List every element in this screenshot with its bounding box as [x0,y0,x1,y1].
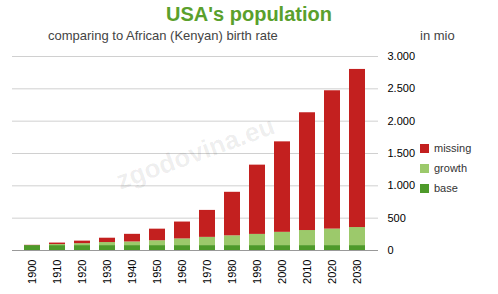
html-text:in mio: in mio [420,28,455,43]
svg-text:1980: 1980 [226,260,238,284]
html-text:missing: missing [434,142,472,154]
svg-text:1.500: 1.500 [388,147,416,159]
svg-text:1920: 1920 [76,260,88,284]
svg-text:500: 500 [388,212,406,224]
svg-text:2.000: 2.000 [388,115,416,127]
html-text:growth: growth [434,162,467,174]
svg-text:2010: 2010 [301,260,313,284]
svg-text:1940: 1940 [126,260,138,284]
svg-text:2020: 2020 [326,260,338,284]
svg-text:1930: 1930 [101,260,113,284]
svg-text:1.000: 1.000 [388,179,416,191]
svg-text:1900: 1900 [26,260,38,284]
svg-text:zgodovina.eu: zgodovina.eu [112,110,278,195]
svg-text:2.500: 2.500 [388,82,416,94]
svg-text:3.000: 3.000 [388,50,416,62]
svg-text:1910: 1910 [51,260,63,284]
svg-text:1990: 1990 [251,260,263,284]
svg-text:1970: 1970 [201,260,213,284]
html-text:comparing to African (Kenyan): comparing to African (Kenyan) birth rate [48,28,278,43]
svg-text:2000: 2000 [276,260,288,284]
html-text:USA's population: USA's population [166,3,332,25]
svg-text:2030: 2030 [351,260,363,284]
svg-text:1960: 1960 [176,260,188,284]
svg-text:0: 0 [388,244,394,256]
svg-text:1950: 1950 [151,260,163,284]
html-text:base: base [434,182,458,194]
